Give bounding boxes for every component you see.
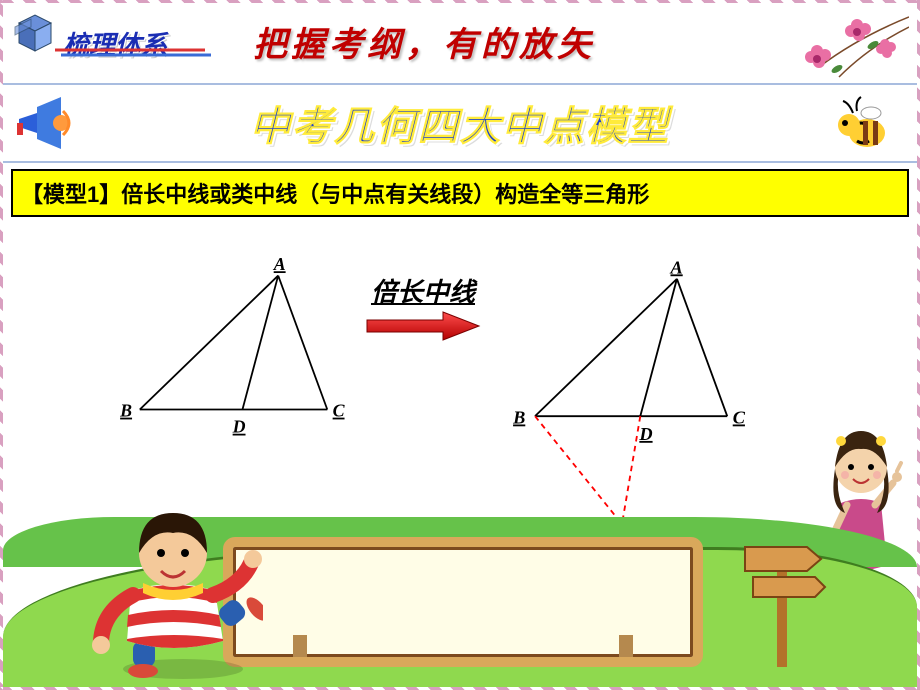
model-bar: 【模型1】倍长中线或类中线（与中点有关线段）构造全等三角形 <box>11 169 909 217</box>
label-B: B <box>119 401 132 421</box>
board-post <box>293 635 307 657</box>
signpost-icon <box>737 527 827 667</box>
notice-board <box>223 537 703 667</box>
label-A2: A <box>669 257 682 277</box>
label-C2: C <box>733 407 746 427</box>
model-text: 【模型1】倍长中线或类中线（与中点有关线段）构造全等三角形 <box>21 182 649 207</box>
label-A: A <box>273 254 286 274</box>
subheader: 中考几何四大中点模型 <box>3 83 917 163</box>
board-post <box>619 635 633 657</box>
arrow-block: 倍长中线 <box>363 272 483 348</box>
label-C: C <box>333 401 346 421</box>
boy-illustration <box>73 491 263 681</box>
arrow-label: 倍长中线 <box>363 272 483 309</box>
slogan: 把握考纲，有的放矢 <box>253 17 595 66</box>
title-underline <box>55 47 215 57</box>
page: 梳理体系 把握考纲，有的放矢 <box>3 3 917 687</box>
triangle-left: A B C D <box>113 247 363 452</box>
main-title: 中考几何四大中点模型 <box>250 94 670 152</box>
flowers-icon <box>759 7 909 87</box>
header: 梳理体系 把握考纲，有的放矢 <box>3 3 917 83</box>
bee-icon <box>827 95 897 155</box>
arrow-icon <box>363 309 483 343</box>
megaphone-icon <box>13 93 73 153</box>
label-B2: B <box>512 407 525 427</box>
scene <box>3 447 917 687</box>
label-D2: D <box>638 424 652 444</box>
cube-icon <box>11 9 59 57</box>
label-D: D <box>232 417 246 437</box>
